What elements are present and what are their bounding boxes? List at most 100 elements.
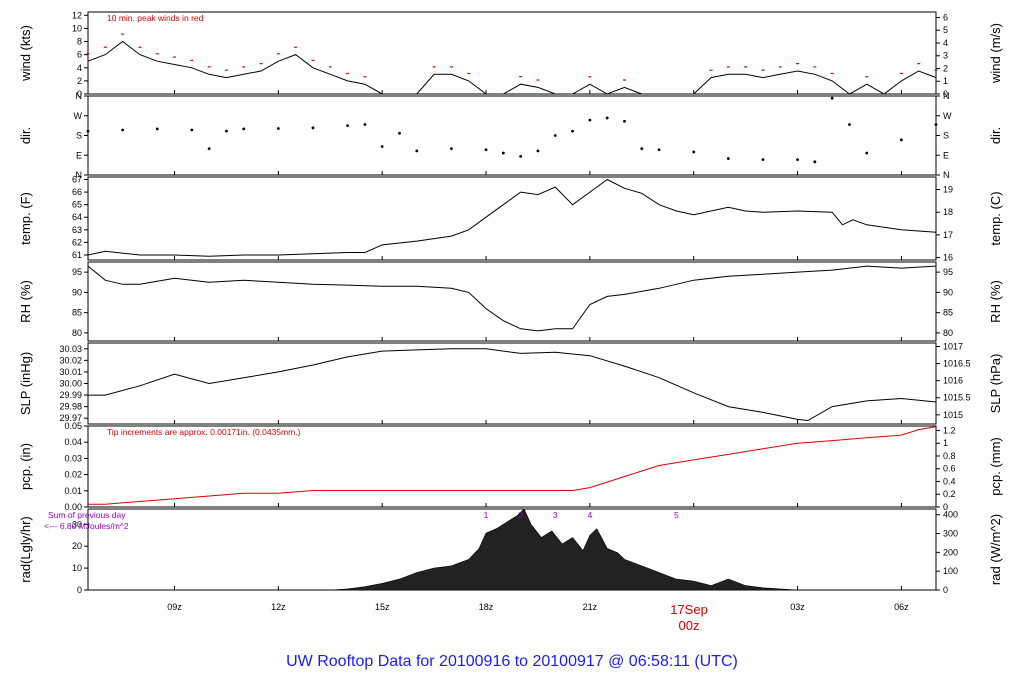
slp-left-tick-label: 30.03	[59, 344, 82, 354]
dir-point	[761, 158, 765, 162]
slp-left-tick-label: 30.00	[59, 379, 82, 389]
x-tick-label: 15z	[375, 602, 390, 612]
wind-right-tick-label: 1	[943, 76, 948, 86]
wind-left-tick-label: 10	[72, 23, 82, 33]
dir-point	[86, 129, 90, 133]
wind-peak-mark	[830, 72, 834, 75]
dir-frame	[87, 95, 937, 176]
dir-point	[519, 154, 523, 158]
rad-left-tick-label: 0	[77, 585, 82, 595]
dir-point	[346, 124, 349, 128]
temp-left-tick-label: 67	[72, 175, 82, 185]
rad-marker: 1	[484, 510, 489, 520]
x-tick-label: 18z	[479, 602, 494, 612]
temp-ylabel-left: temp. (F)	[18, 192, 33, 245]
x-tick-label: 09z	[167, 602, 182, 612]
dir-point	[848, 123, 851, 126]
dir-right-tick-label: S	[943, 131, 949, 141]
slp-left-tick-label: 30.02	[59, 355, 82, 365]
panel-pcp: 0.00 0.01 0.02 0.03 0.04 0.05 0 0.2 0.4 0.6 0.8 1 1.…	[18, 421, 1003, 512]
rad-right-tick-label: 0	[943, 585, 948, 595]
wind-left-tick-label: 12	[72, 10, 82, 20]
dir-point	[796, 158, 799, 162]
wind-frame	[87, 11, 937, 95]
wind-right-tick-label: 6	[943, 12, 948, 22]
pcp-series-line	[88, 426, 937, 505]
rh-left-tick-label: 95	[72, 267, 82, 277]
dir-point	[536, 149, 540, 153]
dir-point	[155, 127, 159, 131]
dir-ylabel-right: dir.	[988, 127, 1003, 144]
panel-rh: 80 85 90 95 80 85 90 95 RH (%) RH (%)	[18, 261, 1003, 342]
temp-right-tick-label: 17	[943, 230, 953, 240]
rad-left-tick-label: 30	[72, 519, 82, 529]
day-marker-time: 00z	[679, 618, 700, 633]
dir-left-tick-label: S	[76, 131, 82, 141]
pcp-left-tick-label: 0.04	[64, 437, 82, 447]
pcp-ylabel-right: pcp. (mm)	[988, 437, 1003, 496]
dir-point	[363, 123, 367, 126]
slp-left-tick-label: 29.99	[59, 390, 82, 400]
wind-left-tick-label: 0	[77, 89, 82, 99]
pcp-left-tick-label: 0.02	[64, 470, 82, 480]
dir-point	[623, 119, 626, 123]
dir-left-tick-label: N	[76, 170, 83, 180]
wind-right-tick-label: 5	[943, 25, 948, 35]
dir-right-tick-label: N	[943, 170, 950, 180]
slp-ylabel-right: SLP (hPa)	[988, 354, 1003, 414]
pcp-left-tick-label: 0.01	[64, 486, 82, 496]
wind-peak-mark	[328, 66, 332, 68]
x-tick-label: 03z	[790, 602, 805, 612]
panel-temp: 61 62 63 64 65 66 67 16 17 18 19 temp. (F) temp. (C)	[18, 175, 1003, 263]
rh-right-tick-label: 85	[943, 308, 953, 318]
pcp-note: Tip increments are approx. 0.00171in. (0…	[107, 427, 301, 437]
pcp-right-tick-label: 1.2	[943, 425, 956, 435]
pcp-left-tick-label: 0.03	[64, 453, 82, 463]
wind-peak-mark	[224, 69, 228, 71]
wind-peak-mark	[432, 66, 436, 68]
chart-footer-title: UW Rooftop Data for 20100916 to 20100917…	[286, 653, 738, 670]
wind-right-tick-label: 4	[943, 38, 948, 48]
pcp-right-tick-label: 0	[943, 502, 948, 512]
slp-left-tick-label: 29.98	[59, 402, 82, 412]
wind-peak-mark	[103, 46, 107, 48]
wind-peak-mark	[294, 46, 298, 48]
temp-right-tick-label: 18	[943, 207, 953, 217]
dir-point	[553, 134, 557, 137]
rad-ylabel-right: rad (W/m^2)	[988, 514, 1003, 585]
temp-right-tick-label: 16	[943, 252, 953, 262]
pcp-left-tick-label: 0.00	[64, 502, 82, 512]
wind-peak-mark	[796, 63, 800, 65]
rh-right-tick-label: 95	[943, 267, 953, 277]
dir-point	[380, 145, 384, 148]
rh-right-tick-label: 80	[943, 328, 953, 338]
wind-peak-mark	[622, 79, 626, 81]
rh-right-tick-label: 90	[943, 287, 953, 297]
wind-peak-mark	[813, 66, 817, 68]
rad-marker: 4	[588, 510, 593, 520]
wind-peak-mark	[190, 59, 194, 61]
dir-left-tick-label: N	[76, 91, 83, 101]
temp-left-tick-label: 64	[72, 212, 82, 222]
wind-ylabel-left: wind (kts)	[18, 25, 33, 82]
wind-peak-mark	[588, 76, 592, 78]
rad-left-tick-label: 20	[72, 541, 82, 551]
time-axis: 09z 12z 15z 18z 21z 03z 06z	[167, 602, 909, 612]
slp-frame	[87, 342, 937, 425]
rh-frame	[87, 261, 937, 342]
temp-ylabel-right: temp. (C)	[988, 191, 1003, 245]
rh-left-tick-label: 80	[72, 328, 82, 338]
dir-point	[588, 118, 592, 122]
temp-left-tick-label: 63	[72, 225, 82, 235]
rh-left-tick-label: 90	[72, 287, 82, 297]
wind-peak-mark	[207, 66, 211, 68]
wind-peak-mark	[155, 53, 159, 55]
wind-peak-mark	[865, 76, 869, 78]
wind-peak-mark	[173, 56, 177, 58]
dir-point	[813, 160, 817, 164]
rad-right-tick-label: 100	[943, 566, 958, 576]
